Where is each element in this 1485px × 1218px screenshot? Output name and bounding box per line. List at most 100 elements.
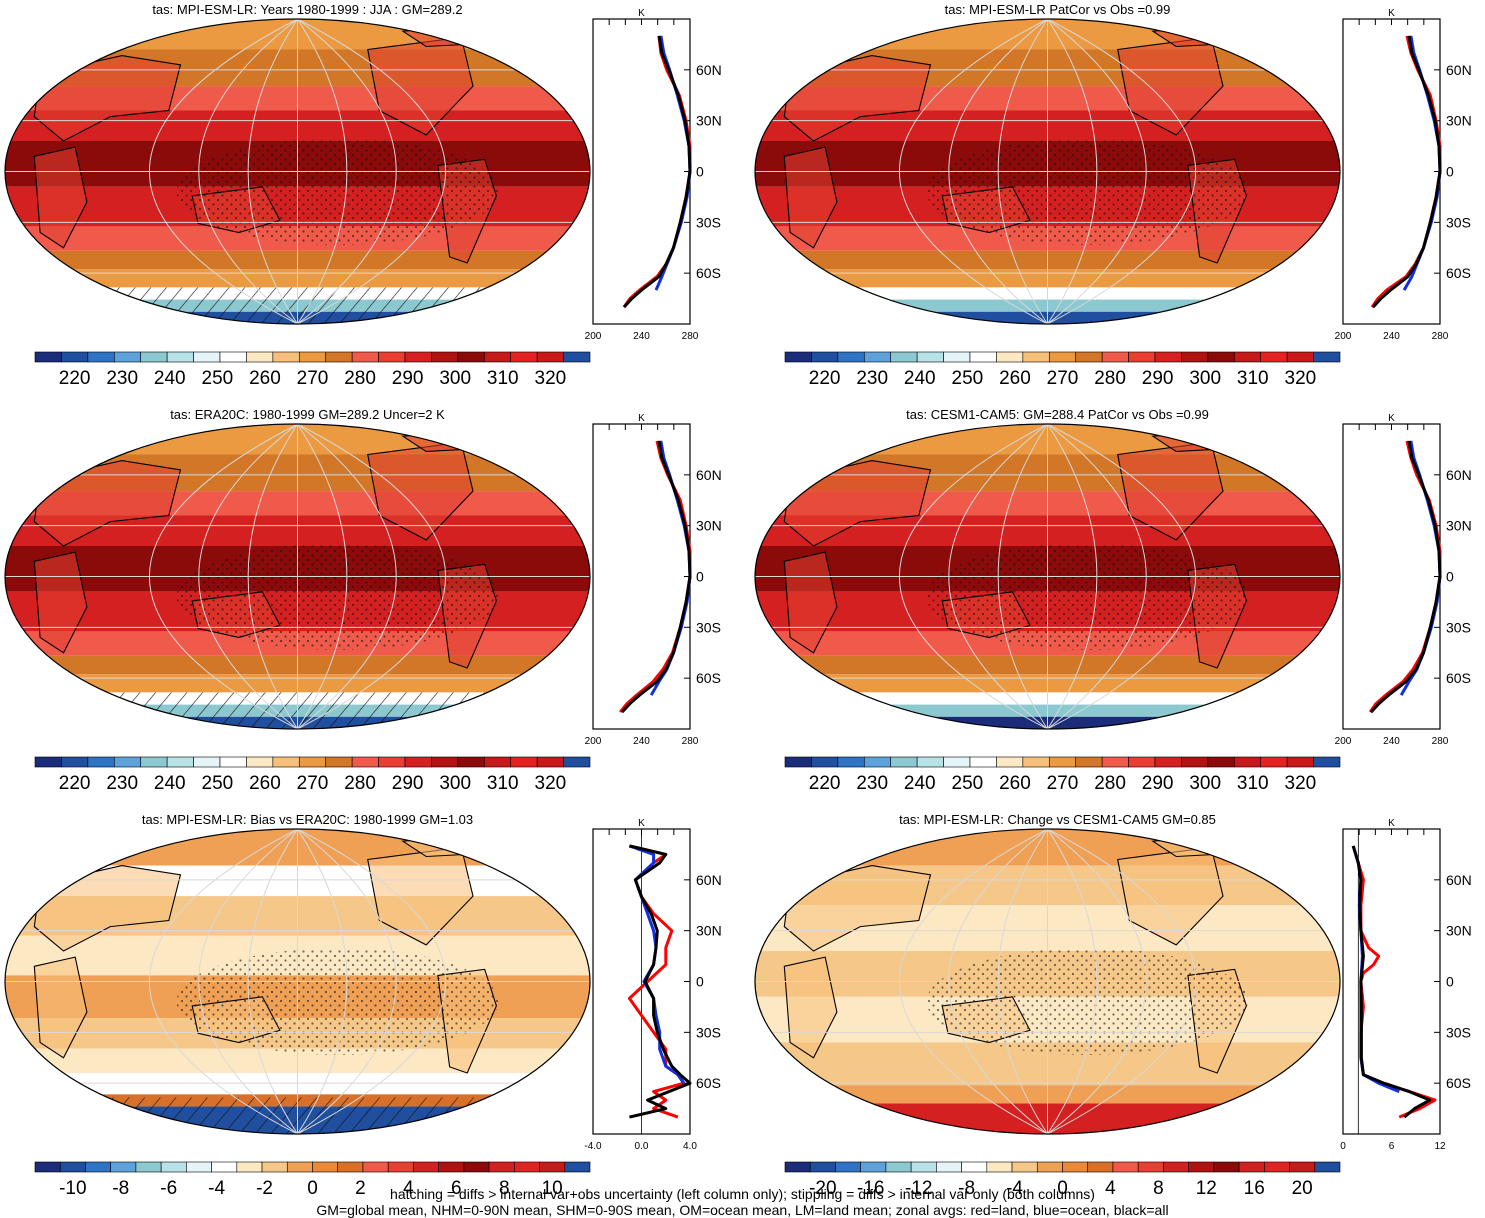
longitude-line	[247, 424, 298, 729]
panel-p3: tas: ERA20C: 1980-1999 GM=289.2 Uncer=2 …	[4, 407, 722, 794]
colorbar-tick-label: -2	[256, 1178, 273, 1199]
zonal-unit-label: K	[1388, 8, 1395, 19]
map-border	[4, 423, 591, 730]
colorbar-swatch	[1128, 756, 1156, 768]
longitude-line	[148, 19, 298, 324]
colorbar-swatch	[298, 351, 327, 363]
zonal-x-tick-label: 280	[682, 736, 699, 747]
colorbar-tick-label: -8	[958, 1178, 975, 1199]
lat-label: 60N	[696, 467, 722, 483]
lat-label: 60S	[696, 670, 721, 686]
colorbar-swatch	[378, 351, 406, 363]
stippling	[176, 543, 499, 650]
colorbar-swatch	[110, 1161, 137, 1173]
lat-label: 0	[1446, 974, 1454, 990]
zonal-all-line	[622, 35, 692, 309]
colorbar-swatch	[1022, 351, 1050, 363]
colorbar-swatch	[219, 756, 247, 768]
colorbar-swatch	[969, 756, 997, 768]
colorbar-swatch	[61, 351, 89, 363]
colorbar-swatch	[1313, 756, 1341, 768]
colorbar-tick-label: 240	[904, 773, 936, 794]
colorbar-swatch	[87, 351, 115, 363]
map-field-p1	[5, 19, 590, 324]
colorbar-swatch	[563, 351, 591, 363]
colorbar-tick-label: -20	[809, 1178, 836, 1199]
colorbar-swatch	[135, 1161, 162, 1173]
lat-label: 60N	[696, 872, 722, 888]
zonal-unit-label: K	[1388, 818, 1395, 829]
zonal-x-tick-label: 200	[585, 736, 602, 747]
colorbar-tick-label: -4	[208, 1178, 225, 1199]
colorbar-tick-label: 300	[1189, 368, 1221, 389]
colorbar-tick-label: 4	[1105, 1178, 1116, 1199]
colorbar-swatch	[483, 351, 512, 363]
colorbar-swatch	[863, 351, 892, 363]
colorbar-swatch	[59, 1161, 86, 1173]
colorbar-tick-label: 290	[1142, 368, 1174, 389]
lat-label: 30N	[1446, 923, 1472, 939]
lat-label: 0	[696, 569, 704, 585]
colorbar-swatch	[166, 351, 194, 363]
colorbar-swatch	[34, 351, 62, 363]
map-border	[754, 423, 1341, 730]
colorbar-tick-label: 250	[952, 773, 984, 794]
longitude-line	[297, 19, 447, 324]
longitude-line	[247, 19, 298, 324]
lat-label: 30S	[696, 1024, 721, 1040]
colorbar-swatch	[539, 1161, 566, 1173]
colorbar-swatch	[1163, 1161, 1189, 1173]
zonal-x-tick-label: 200	[1335, 736, 1352, 747]
colorbar-tick-label: 280	[1094, 368, 1126, 389]
colorbar-tick-label: 4	[403, 1178, 414, 1199]
colorbar-tick-label: 310	[487, 368, 519, 389]
colorbar-swatch	[996, 756, 1024, 768]
colorbar-swatch	[837, 756, 865, 768]
panel-title: tas: MPI-ESM-LR: Years 1980-1999 : JJA :…	[152, 2, 462, 17]
colorbar-tick-label: 8	[499, 1178, 510, 1199]
colorbar-swatch	[140, 351, 168, 363]
colorbar-tick-label: 230	[856, 368, 888, 389]
colorbar-swatch	[404, 756, 432, 768]
longitude-line	[1047, 19, 1147, 324]
zonal-x-tick-label: 200	[585, 331, 602, 342]
lat-label: 0	[1446, 569, 1454, 585]
map-field-p2	[755, 19, 1340, 324]
colorbar-swatch	[1260, 756, 1288, 768]
colorbar-swatch	[186, 1161, 212, 1173]
colorbar-swatch	[404, 351, 432, 363]
colorbar-swatch	[784, 756, 812, 768]
colorbar-swatch	[140, 756, 168, 768]
longitude-line	[1047, 19, 1098, 324]
colorbar-swatch	[463, 1161, 490, 1173]
colorbar-swatch	[113, 351, 142, 363]
colorbar-swatch	[246, 756, 274, 768]
map-field-p3	[5, 424, 590, 729]
colorbar-tick-label: 250	[952, 368, 984, 389]
longitude-line	[297, 829, 447, 1134]
stippling	[926, 138, 1249, 245]
colorbar-swatch	[219, 351, 247, 363]
lat-label: 60N	[1446, 62, 1472, 78]
colorbar-swatch	[1048, 756, 1077, 768]
longitude-line	[198, 424, 298, 729]
colorbar-swatch	[431, 351, 459, 363]
colorbar-swatch	[272, 756, 300, 768]
colorbar-swatch	[1213, 1161, 1240, 1173]
colorbar-tick-label: 220	[809, 773, 841, 794]
colorbar-tick-label: -4	[1006, 1178, 1023, 1199]
zonal-x-tick-label: 6	[1389, 1141, 1395, 1152]
zonal-all-line	[620, 440, 692, 714]
lat-label: 60S	[1446, 1075, 1471, 1091]
colorbar-swatch	[438, 1161, 465, 1173]
colorbar-swatch	[431, 756, 459, 768]
colorbar-swatch	[536, 756, 564, 768]
colorbar-swatch	[113, 756, 142, 768]
colorbar-swatch	[936, 1161, 962, 1173]
longitude-line	[297, 424, 348, 729]
colorbar-swatch	[563, 756, 591, 768]
colorbar-swatch	[1289, 1161, 1316, 1173]
longitude-line	[898, 424, 1048, 729]
colorbar-swatch	[1154, 351, 1182, 363]
